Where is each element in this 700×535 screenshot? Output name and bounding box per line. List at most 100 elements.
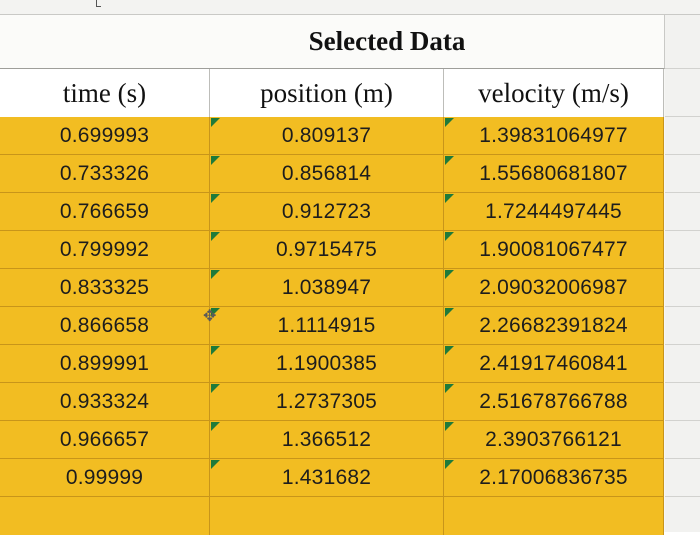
position-cell[interactable]: 1.2737305 (210, 383, 444, 420)
number-as-text-indicator (211, 422, 220, 431)
velocity-cell[interactable]: 2.41917460841 (444, 345, 664, 382)
time-cell[interactable]: 0.966657 (0, 421, 210, 458)
empty-cell[interactable] (210, 497, 444, 535)
table-row: 0.699993 0.809137 1.39831064977 (0, 117, 664, 155)
position-cell[interactable]: 0.809137 (210, 117, 444, 154)
empty-row (0, 497, 664, 535)
number-as-text-indicator (211, 346, 220, 355)
position-cell[interactable]: 1.431682 (210, 459, 444, 496)
velocity-cell[interactable]: 1.39831064977 (444, 117, 664, 154)
time-cell[interactable]: 0.766659 (0, 193, 210, 230)
position-value: 0.912723 (281, 199, 372, 223)
number-as-text-indicator (445, 308, 454, 317)
number-as-text-indicator (445, 194, 454, 203)
empty-cell[interactable] (444, 497, 664, 535)
table-row: 0.833325 1.038947 2.09032006987 (0, 269, 664, 307)
number-as-text-indicator (445, 384, 454, 393)
number-as-text-indicator (445, 156, 454, 165)
velocity-cell[interactable]: 2.26682391824 (444, 307, 664, 344)
number-as-text-indicator (211, 118, 220, 127)
number-as-text-indicator (211, 308, 220, 317)
time-cell[interactable]: 0.99999 (0, 459, 210, 496)
number-as-text-indicator (445, 118, 454, 127)
empty-cell[interactable] (0, 497, 210, 535)
gridline (665, 116, 700, 117)
velocity-cell[interactable]: 2.17006836735 (444, 459, 664, 496)
velocity-value: 1.39831064977 (479, 123, 628, 147)
time-cell[interactable]: 0.833325 (0, 269, 210, 306)
position-value: 1.1900385 (275, 351, 378, 375)
velocity-cell[interactable]: 2.51678766788 (444, 383, 664, 420)
velocity-cell[interactable]: 1.90081067477 (444, 231, 664, 268)
velocity-value: 2.09032006987 (479, 275, 628, 299)
table-row: 0.966657 1.366512 2.3903766121 (0, 421, 664, 459)
velocity-value: 1.90081067477 (479, 237, 628, 261)
velocity-value: 1.7244497445 (485, 199, 622, 223)
number-as-text-indicator (445, 460, 454, 469)
column-header-strip (0, 0, 700, 15)
position-value: 1.431682 (281, 465, 372, 489)
table-row: 0.99999 1.431682 2.17006836735 (0, 459, 664, 497)
gridline (665, 268, 700, 269)
position-value: 0.9715475 (275, 237, 378, 261)
position-value: 0.856814 (281, 161, 372, 185)
position-cell[interactable]: 0.912723 (210, 193, 444, 230)
gridline (665, 68, 700, 69)
velocity-value: 2.17006836735 (479, 465, 628, 489)
velocity-value: 2.3903766121 (485, 427, 622, 451)
number-as-text-indicator (445, 346, 454, 355)
header-row: time (s) position (m) velocity (m/s) (0, 69, 664, 118)
position-value: 1.1114915 (277, 313, 376, 337)
velocity-value: 2.26682391824 (479, 313, 628, 337)
time-cell[interactable]: 0.799992 (0, 231, 210, 268)
gridline (665, 458, 700, 459)
table-row: 0.733326 0.856814 1.55680681807 (0, 155, 664, 193)
position-cell[interactable]: 1.038947 (210, 269, 444, 306)
gridline (665, 496, 700, 497)
title-cell[interactable]: Selected Data (0, 15, 665, 69)
velocity-cell[interactable]: 1.7244497445 (444, 193, 664, 230)
gridline (665, 344, 700, 345)
header-velocity[interactable]: velocity (m/s) (444, 69, 664, 117)
header-position[interactable]: position (m) (210, 69, 444, 117)
number-as-text-indicator (211, 270, 220, 279)
velocity-value: 2.41917460841 (479, 351, 628, 375)
position-cell[interactable]: 1.1114915 (210, 307, 444, 344)
cross-cursor-icon: ✥ (203, 308, 217, 325)
corner-mark (96, 0, 101, 7)
time-cell[interactable]: 0.733326 (0, 155, 210, 192)
number-as-text-indicator (211, 194, 220, 203)
gridline (665, 306, 700, 307)
header-time[interactable]: time (s) (0, 69, 210, 117)
velocity-value: 2.51678766788 (479, 389, 628, 413)
gridline (665, 382, 700, 383)
velocity-value: 1.55680681807 (479, 161, 628, 185)
time-cell[interactable]: 0.866658 (0, 307, 210, 344)
table-row: 0.899991 1.1900385 2.41917460841 (0, 345, 664, 383)
table-row: 0.799992 0.9715475 1.90081067477 (0, 231, 664, 269)
number-as-text-indicator (445, 422, 454, 431)
position-cell[interactable]: 0.856814 (210, 155, 444, 192)
number-as-text-indicator (445, 232, 454, 241)
time-cell[interactable]: 0.699993 (0, 117, 210, 154)
table-row: 0.933324 1.2737305 2.51678766788 (0, 383, 664, 421)
velocity-cell[interactable]: 2.09032006987 (444, 269, 664, 306)
position-value: 1.038947 (281, 275, 372, 299)
position-value: 0.809137 (281, 123, 372, 147)
gridline (665, 420, 700, 421)
position-cell[interactable]: 0.9715475 (210, 231, 444, 268)
time-cell[interactable]: 0.899991 (0, 345, 210, 382)
position-value: 1.2737305 (275, 389, 378, 413)
table-row: 0.766659 0.912723 1.7244497445 (0, 193, 664, 231)
velocity-cell[interactable]: 2.3903766121 (444, 421, 664, 458)
position-cell[interactable]: 1.366512 (210, 421, 444, 458)
empty-column[interactable] (665, 15, 700, 532)
gridline (665, 154, 700, 155)
time-cell[interactable]: 0.933324 (0, 383, 210, 420)
velocity-cell[interactable]: 1.55680681807 (444, 155, 664, 192)
number-as-text-indicator (445, 270, 454, 279)
number-as-text-indicator (211, 232, 220, 241)
position-cell[interactable]: 1.1900385 (210, 345, 444, 382)
table-row: 0.866658 1.1114915 2.26682391824 (0, 307, 664, 345)
